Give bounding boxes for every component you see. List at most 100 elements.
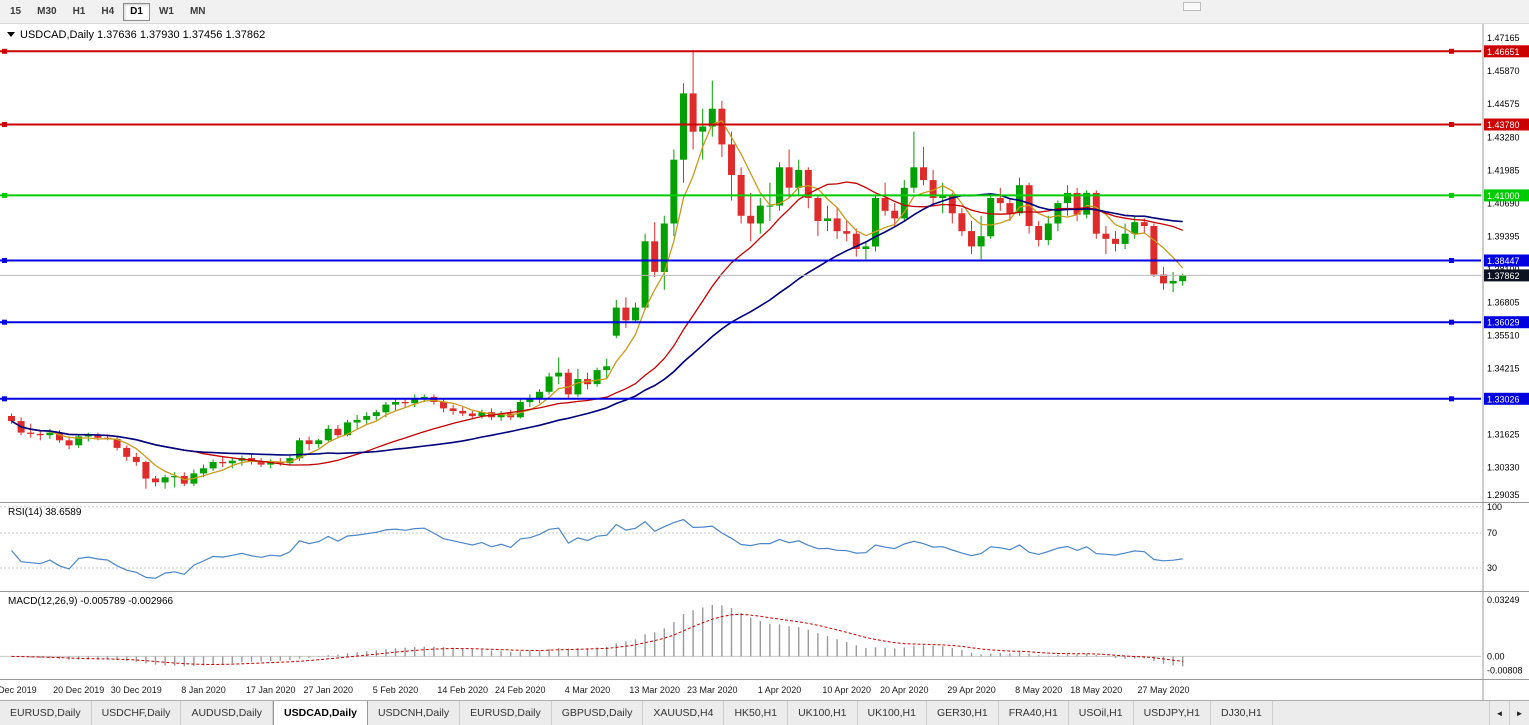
timeframe-button-m30[interactable]: M30 (37, 5, 57, 17)
chart-tab-usoil-h1[interactable]: USOil,H1 (1069, 701, 1134, 725)
timeframe-button-h4[interactable]: H4 (101, 5, 115, 17)
svg-text:-0.00808: -0.00808 (1487, 666, 1523, 676)
svg-text:1.43780: 1.43780 (1487, 120, 1520, 130)
pane-splitter-macd[interactable] (0, 591, 1529, 592)
chart-tab-xauusd-h4[interactable]: XAUUSD,H4 (643, 701, 725, 725)
main-chart[interactable]: 1.47165 1.45870 1.44575 1.43280 1.41985 1.406… (0, 24, 1529, 502)
chart-tab-usdchf-daily[interactable]: USDCHF,Daily (92, 701, 182, 725)
scroll-right-icon[interactable]: ► (1509, 701, 1529, 725)
svg-text:17 Jan 2020: 17 Jan 2020 (246, 685, 296, 695)
svg-text:1.46651: 1.46651 (1487, 47, 1520, 57)
chart-title: USDCAD,Daily 1.37636 1.37930 1.37456 1.3… (7, 29, 265, 41)
timeframe-button-mn[interactable]: MN (189, 5, 206, 17)
svg-text:70: 70 (1487, 528, 1497, 538)
svg-text:0.00: 0.00 (1487, 651, 1505, 661)
svg-text:1.41985: 1.41985 (1487, 165, 1520, 175)
svg-text:100: 100 (1487, 503, 1502, 512)
horizontal-line-1.38447[interactable] (0, 258, 1481, 263)
svg-text:1.40690: 1.40690 (1487, 198, 1520, 208)
horizontal-line-1.43780[interactable] (0, 122, 1481, 127)
svg-text:1.43280: 1.43280 (1487, 132, 1520, 142)
price-axis[interactable]: 1.47165 1.45870 1.44575 1.43280 1.41985 1.406… (1482, 24, 1529, 502)
svg-text:1.47165: 1.47165 (1487, 33, 1520, 43)
chart-tab-gbpusd-daily[interactable]: GBPUSD,Daily (552, 701, 644, 725)
svg-text:24 Feb 2020: 24 Feb 2020 (495, 685, 546, 695)
svg-text:8 May 2020: 8 May 2020 (1015, 685, 1062, 695)
svg-text:1.44575: 1.44575 (1487, 99, 1520, 109)
svg-text:1.37862: 1.37862 (1487, 271, 1520, 281)
rsi-pane[interactable]: 100 70 30 RSI(14) 38.6589 (0, 503, 1529, 591)
svg-text:USDCAD,Daily 1.37636 1.37930: USDCAD,Daily 1.37636 1.37930 1.37456 1.3… (20, 29, 265, 41)
timeframe-toolbar: 15 M30 H1 H4 D1 W1 MN (0, 0, 1529, 24)
macd-histogram (20, 604, 1184, 667)
svg-text:4 Mar 2020: 4 Mar 2020 (565, 685, 611, 695)
chart-tab-hk50-h1[interactable]: HK50,H1 (724, 701, 789, 725)
candles (8, 50, 1187, 489)
svg-text:1 Apr 2020: 1 Apr 2020 (758, 685, 802, 695)
toolbar-fragment (1183, 2, 1201, 11)
macd-signal-line (11, 613, 1183, 666)
horizontal-line-1.33026[interactable] (0, 396, 1481, 402)
svg-text:13 Mar 2020: 13 Mar 2020 (629, 685, 680, 695)
svg-text:0.03249: 0.03249 (1487, 595, 1520, 605)
timeframe-button-w1[interactable]: W1 (158, 5, 174, 17)
rsi-label: RSI(14) 38.6589 (8, 507, 82, 518)
chart-tab-uk100-h1[interactable]: UK100,H1 (788, 701, 858, 725)
svg-text:29 Apr 2020: 29 Apr 2020 (947, 685, 996, 695)
svg-text:11 Dec 2019: 11 Dec 2019 (0, 685, 37, 695)
ma-line-slow (11, 193, 1183, 456)
svg-text:1.30330: 1.30330 (1487, 463, 1520, 473)
svg-text:1.38447: 1.38447 (1487, 256, 1520, 266)
svg-text:1.36805: 1.36805 (1487, 297, 1520, 307)
svg-text:5 Feb 2020: 5 Feb 2020 (373, 685, 419, 695)
svg-text:1.31625: 1.31625 (1487, 430, 1520, 440)
svg-text:27 Jan 2020: 27 Jan 2020 (304, 685, 354, 695)
svg-text:20 Apr 2020: 20 Apr 2020 (880, 685, 929, 695)
svg-text:1.33026: 1.33026 (1487, 394, 1520, 404)
chart-tab-usdjpy-h1[interactable]: USDJPY,H1 (1134, 701, 1211, 725)
svg-text:18 May 2020: 18 May 2020 (1070, 685, 1122, 695)
svg-text:30 Dec 2019: 30 Dec 2019 (111, 685, 162, 695)
chart-tab-eurusd-daily[interactable]: EURUSD,Daily (0, 701, 92, 725)
ma-line-mid (11, 181, 1183, 466)
svg-text:1.41000: 1.41000 (1487, 191, 1520, 201)
chart-tab-audusd-daily[interactable]: AUDUSD,Daily (181, 701, 274, 725)
svg-text:27 May 2020: 27 May 2020 (1137, 685, 1189, 695)
chart-tab-ger30-h1[interactable]: GER30,H1 (927, 701, 999, 725)
macd-label: MACD(12,26,9) -0.005789 -0.002966 (8, 596, 174, 607)
pane-splitter-dates[interactable] (0, 679, 1529, 680)
chart-tab-dj30-h1[interactable]: DJ30,H1 (1211, 701, 1273, 725)
scroll-left-icon[interactable]: ◄ (1489, 701, 1509, 725)
horizontal-line-1.46651[interactable] (0, 48, 1481, 54)
macd-pane[interactable]: 0.03249 0.00 -0.00808 MACD(12,26,9) -0.0057… (0, 592, 1529, 679)
svg-text:20 Dec 2019: 20 Dec 2019 (53, 685, 104, 695)
ma-line-fast (11, 120, 1184, 481)
chart-tab-uk100-h1[interactable]: UK100,H1 (858, 701, 927, 725)
rsi-line (11, 518, 1183, 579)
svg-text:1.35510: 1.35510 (1487, 330, 1520, 340)
tab-scroll-arrows: ◄ ► (1489, 701, 1529, 725)
chart-tab-eurusd-daily[interactable]: EURUSD,Daily (460, 701, 552, 725)
svg-text:23 Mar 2020: 23 Mar 2020 (687, 685, 738, 695)
svg-text:30: 30 (1487, 563, 1497, 573)
svg-text:1.45870: 1.45870 (1487, 66, 1520, 76)
pane-splitter-rsi[interactable] (0, 502, 1529, 503)
svg-text:10 Apr 2020: 10 Apr 2020 (822, 685, 871, 695)
date-axis[interactable]: 11 Dec 2019 20 Dec 2019 30 Dec 2019 8 Jan 2… (0, 680, 1529, 700)
chart-tab-usdcnh-daily[interactable]: USDCNH,Daily (368, 701, 461, 725)
svg-text:1.36029: 1.36029 (1487, 318, 1520, 328)
horizontal-line-1.36029[interactable] (0, 319, 1481, 325)
svg-text:14 Feb 2020: 14 Feb 2020 (437, 685, 488, 695)
chart-tab-usdcad-daily[interactable]: USDCAD,Daily (273, 701, 368, 725)
svg-text:1.34215: 1.34215 (1487, 364, 1520, 374)
svg-text:1.29035: 1.29035 (1487, 490, 1520, 500)
timeframe-button-h1[interactable]: H1 (72, 5, 86, 17)
svg-text:1.39395: 1.39395 (1487, 231, 1520, 241)
chart-tab-fra40-h1[interactable]: FRA40,H1 (999, 701, 1069, 725)
chart-tabs: EURUSD,Daily USDCHF,Daily AUDUSD,Daily USDC… (0, 700, 1529, 725)
timeframe-button-d1[interactable]: D1 (123, 2, 150, 21)
timeframe-button-15[interactable]: 15 (10, 5, 22, 17)
horizontal-line-1.41000[interactable] (0, 192, 1481, 198)
svg-text:8 Jan 2020: 8 Jan 2020 (181, 685, 226, 695)
